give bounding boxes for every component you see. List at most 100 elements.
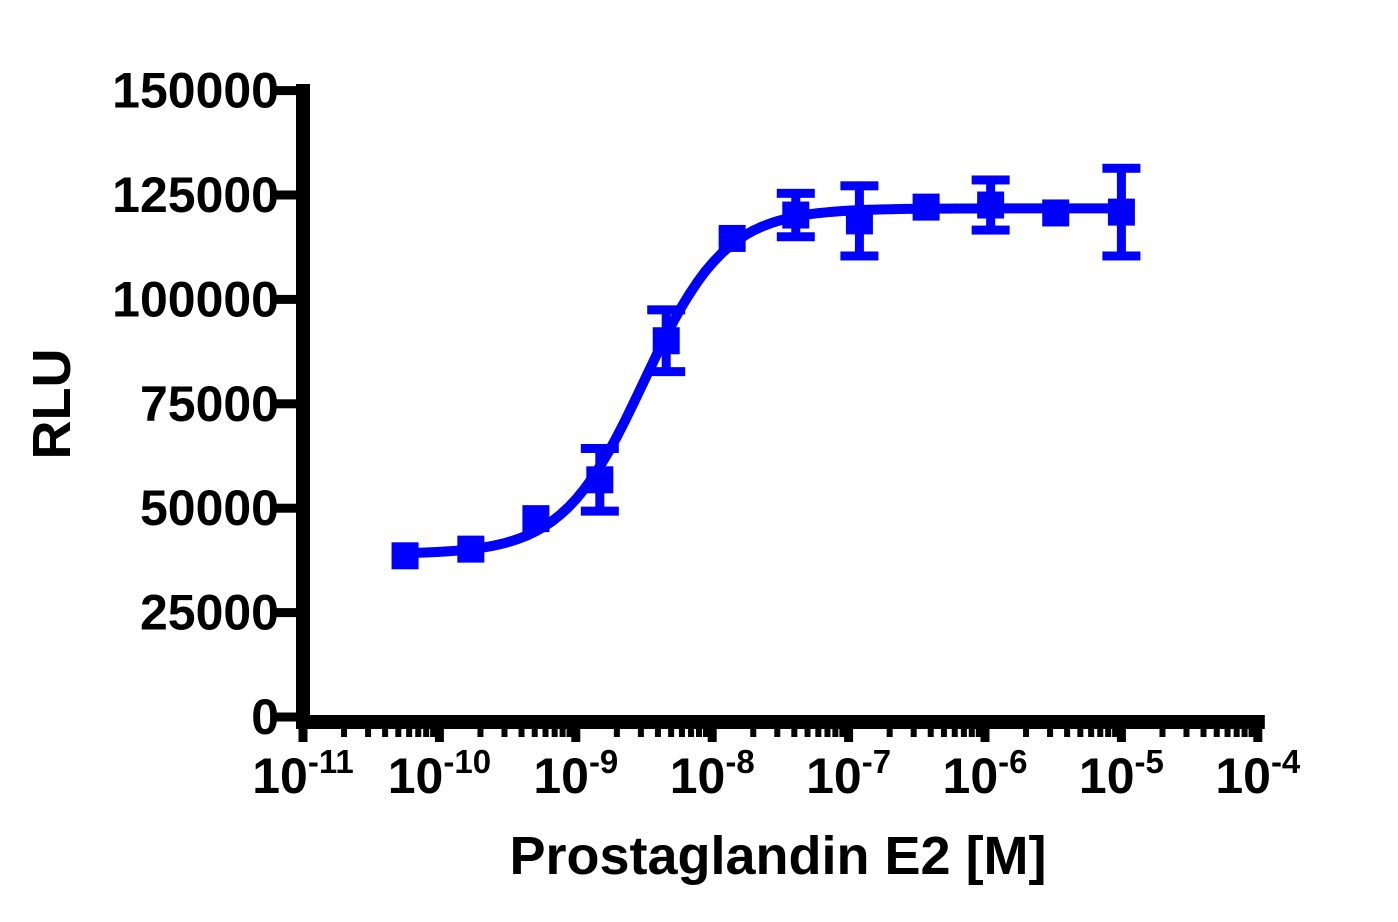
- data-point-marker: [652, 327, 680, 355]
- x-minor-tick: [518, 729, 525, 737]
- y-axis: 0 25000 50000 75000 100000 125000 150000: [112, 63, 297, 745]
- y-tick-label: 25000: [140, 585, 279, 641]
- error-bar-cap-bottom: [971, 225, 1010, 235]
- x-major-tick: [1116, 729, 1126, 742]
- x-major-tick: [571, 729, 581, 742]
- data-point-marker: [391, 542, 419, 570]
- x-tick-label: 10-6: [943, 743, 1028, 804]
- x-minor-tick: [815, 729, 822, 737]
- x-tick-label: 10-4: [1215, 743, 1301, 804]
- y-tick-label: 150000: [112, 63, 279, 119]
- x-minor-tick: [1183, 729, 1190, 737]
- x-minor-tick: [824, 729, 831, 737]
- x-tick-label: 10-9: [533, 743, 618, 804]
- x-minor-tick: [1241, 729, 1248, 737]
- error-bar-cap-top: [580, 443, 619, 453]
- y-tick-label: 50000: [140, 480, 279, 536]
- x-major-tick: [707, 729, 717, 742]
- y-tick-label: 125000: [112, 167, 279, 223]
- x-minor-tick: [886, 729, 893, 737]
- x-tick-label: 10-10: [388, 743, 491, 804]
- y-tick: [273, 503, 297, 513]
- x-minor-tick: [559, 729, 566, 737]
- fit-curve: [393, 203, 1131, 559]
- x-axis: 10-11 10-10 10-9 10-8 10-7 10-6 10-5 10-4: [252, 729, 1301, 804]
- x-minor-tick: [1213, 729, 1220, 737]
- x-minor-tick: [695, 729, 702, 737]
- x-minor-tick: [1064, 729, 1071, 737]
- x-minor-tick: [637, 729, 644, 737]
- x-minor-tick: [1077, 729, 1084, 737]
- x-minor-tick: [551, 729, 558, 737]
- error-bar-cap-bottom: [840, 251, 879, 261]
- x-minor-tick: [382, 729, 389, 737]
- x-minor-tick: [1105, 729, 1112, 737]
- data-point-marker: [1042, 199, 1070, 227]
- x-tick-label: 10-7: [806, 743, 891, 804]
- x-minor-tick: [395, 729, 402, 737]
- x-major-tick: [434, 729, 444, 742]
- x-minor-tick: [1200, 729, 1207, 737]
- x-minor-tick: [668, 729, 675, 737]
- x-minor-tick: [1248, 729, 1255, 737]
- x-minor-tick: [415, 729, 422, 737]
- error-bar-cap-top: [776, 188, 815, 198]
- x-minor-tick: [542, 729, 549, 737]
- error-bar-cap-top: [971, 175, 1010, 185]
- x-minor-tick: [1112, 729, 1119, 737]
- y-tick-label: 100000: [112, 271, 279, 327]
- data-point-marker: [782, 201, 810, 229]
- x-minor-tick: [1233, 729, 1240, 737]
- error-bar-cap-top: [647, 305, 686, 315]
- x-major-tick: [1253, 729, 1263, 742]
- x-minor-tick: [688, 729, 695, 737]
- data-point-marker: [845, 207, 873, 235]
- x-minor-tick: [1159, 729, 1166, 737]
- x-minor-tick: [951, 729, 958, 737]
- x-minor-tick: [477, 729, 484, 737]
- y-axis-title: RLU: [22, 349, 82, 460]
- y-tick: [273, 608, 297, 618]
- x-minor-tick: [968, 729, 975, 737]
- x-axis-title: Prostaglandin E2 [M]: [509, 826, 1046, 886]
- data-point-marker: [718, 224, 746, 252]
- x-tick-label: 10-5: [1079, 743, 1164, 804]
- data-point-marker: [457, 535, 485, 563]
- data-point-marker: [522, 505, 550, 533]
- x-minor-tick: [430, 729, 437, 737]
- x-minor-tick: [940, 729, 947, 737]
- error-bar-cap-top: [840, 181, 879, 191]
- y-axis-spine: [296, 84, 310, 729]
- y-tick: [273, 294, 297, 304]
- x-axis-spine: [296, 715, 1265, 729]
- error-bar-cap-top: [1102, 163, 1141, 173]
- x-minor-tick: [975, 729, 982, 737]
- y-tick-label: 0: [251, 689, 279, 745]
- x-tick-label: 10-11: [252, 743, 354, 804]
- x-major-tick: [298, 729, 308, 742]
- x-minor-tick: [774, 729, 781, 737]
- y-tick-label: 75000: [140, 376, 279, 432]
- y-tick: [273, 399, 297, 409]
- x-minor-tick: [791, 729, 798, 737]
- x-minor-tick: [566, 729, 573, 737]
- x-minor-tick: [423, 729, 430, 737]
- x-major-tick: [980, 729, 990, 742]
- axes: [296, 84, 1265, 729]
- error-bar-cap-bottom: [580, 506, 619, 516]
- x-minor-tick: [910, 729, 917, 737]
- x-minor-tick: [501, 729, 508, 737]
- x-minor-tick: [365, 729, 372, 737]
- x-major-tick: [844, 729, 854, 742]
- x-minor-tick: [750, 729, 757, 737]
- x-minor-tick: [702, 729, 709, 737]
- error-bar-cap-bottom: [647, 367, 686, 377]
- x-minor-tick: [1047, 729, 1054, 737]
- y-tick: [273, 190, 297, 200]
- error-bar-cap-bottom: [1102, 251, 1141, 261]
- x-tick-label: 10-8: [670, 743, 755, 804]
- x-minor-tick: [960, 729, 967, 737]
- x-minor-tick: [531, 729, 538, 737]
